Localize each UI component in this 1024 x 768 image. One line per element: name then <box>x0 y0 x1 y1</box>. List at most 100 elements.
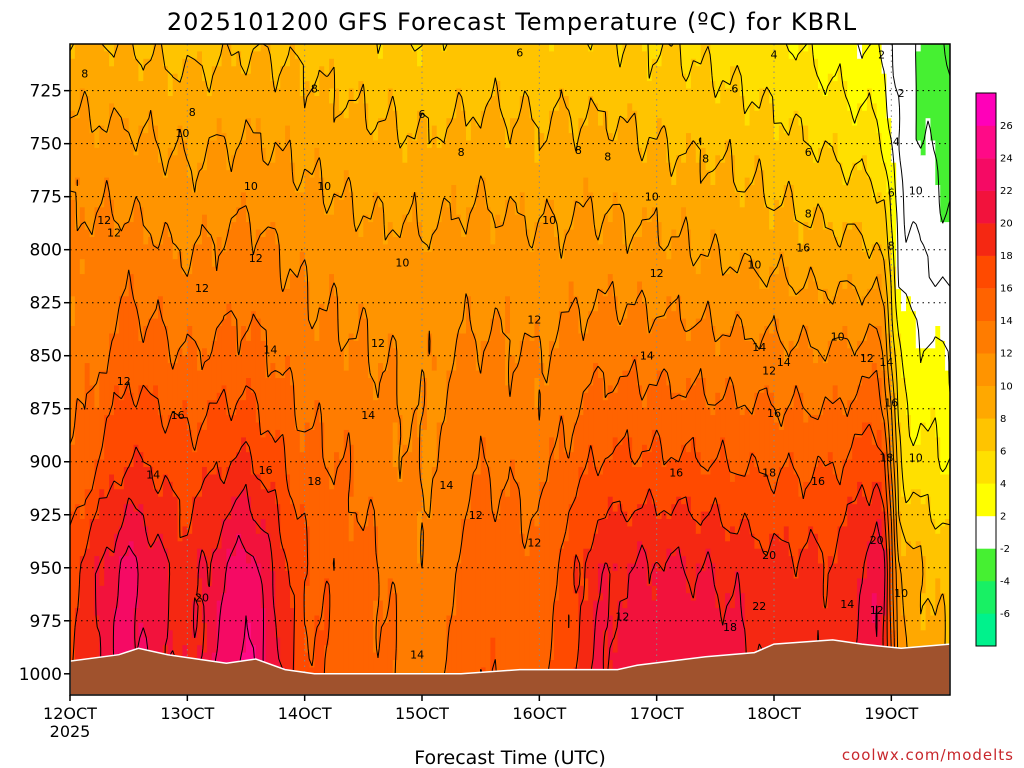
contour-label: 20 <box>870 534 884 547</box>
temperature-cell <box>661 44 668 127</box>
temperature-cell <box>676 237 682 297</box>
temperature-cell <box>866 288 873 327</box>
temperature-cell <box>695 378 702 453</box>
temperature-cell <box>578 118 584 208</box>
temperature-cell <box>211 548 218 654</box>
temperature-cell <box>725 274 731 335</box>
temperature-cell <box>558 548 565 695</box>
temperature-cell <box>754 348 760 394</box>
temperature-cell <box>255 44 262 52</box>
temperature-cell <box>871 593 878 624</box>
temperature-cell <box>837 66 844 164</box>
temperature-cell <box>832 44 839 82</box>
temperature-cell <box>803 51 809 127</box>
temperature-cell <box>642 51 648 164</box>
temperature-cell <box>138 340 144 386</box>
temperature-cell <box>226 519 232 550</box>
temperature-cell <box>475 44 482 127</box>
temperature-cell <box>417 110 423 223</box>
temperature-cell <box>925 496 932 602</box>
credit-link[interactable]: coolwx.com/modelts <box>842 746 1014 764</box>
temperature-cell <box>153 541 159 695</box>
temperature-cell <box>182 140 188 275</box>
temperature-cell <box>148 467 154 550</box>
temperature-cell <box>778 44 785 127</box>
temperature-cell <box>392 237 399 349</box>
temperature-cell <box>925 348 932 431</box>
temperature-cell <box>270 81 276 164</box>
temperature-cell <box>397 147 404 238</box>
temperature-cell <box>822 363 829 401</box>
temperature-cell <box>725 459 731 542</box>
temperature-cell <box>500 489 506 695</box>
colorbar-tick-label: -4 <box>1000 576 1010 587</box>
colorbar-swatch <box>976 93 996 126</box>
temperature-cell <box>138 44 144 82</box>
temperature-cell <box>338 459 345 695</box>
temperature-cell <box>99 44 105 127</box>
temperature-cell <box>852 355 858 401</box>
temperature-cell <box>769 44 775 104</box>
temperature-cell <box>133 44 140 60</box>
temperature-cell <box>901 556 907 617</box>
temperature-cell <box>686 44 692 90</box>
colorbar-tick-label: 24 <box>1000 154 1013 165</box>
temperature-cell <box>319 422 325 631</box>
temperature-cell <box>226 170 232 231</box>
temperature-cell <box>426 251 433 334</box>
temperature-cell <box>495 519 501 695</box>
temperature-cell <box>143 326 149 386</box>
temperature-cell <box>783 133 790 186</box>
temperature-cell <box>314 96 320 149</box>
temperature-cell <box>783 266 790 364</box>
temperature-cell <box>886 548 892 695</box>
temperature-cell <box>162 548 169 646</box>
temperature-cell <box>783 44 790 134</box>
temperature-cell <box>138 452 144 505</box>
temperature-cell <box>373 140 379 194</box>
temperature-cell <box>847 496 853 695</box>
temperature-cell <box>793 348 800 386</box>
temperature-cell <box>554 348 560 461</box>
temperature-cell <box>690 600 697 661</box>
temperature-cell <box>554 44 560 112</box>
temperature-cell <box>681 556 687 695</box>
temperature-cell <box>74 504 81 609</box>
temperature-cell <box>451 370 457 617</box>
temperature-cell <box>118 400 125 490</box>
temperature-cell <box>211 474 218 550</box>
temperature-cell <box>730 608 736 695</box>
temperature-cell <box>607 222 614 275</box>
colorbar-swatch <box>976 418 996 452</box>
colorbar-tick-label: 10 <box>1000 381 1013 392</box>
temperature-cell <box>725 140 731 275</box>
temperature-cell <box>348 496 355 542</box>
temperature-cell <box>373 400 379 527</box>
temperature-cell <box>514 118 521 216</box>
temperature-cell <box>241 400 247 438</box>
temperature-cell <box>862 251 868 297</box>
temperature-cell <box>368 133 374 223</box>
temperature-cell <box>544 44 550 142</box>
temperature-cell <box>280 44 286 67</box>
temperature-cell <box>661 370 668 468</box>
temperature-cell <box>690 326 697 386</box>
temperature-cell <box>744 340 751 409</box>
temperature-cell <box>818 563 824 695</box>
temperature-cell <box>167 44 174 97</box>
temperature-cell <box>387 222 394 334</box>
contour-label: 20 <box>762 549 776 562</box>
temperature-cell <box>871 44 878 104</box>
temperature-cell <box>148 318 154 394</box>
temperature-cell <box>505 44 511 149</box>
contour-label: 6 <box>888 186 895 199</box>
temperature-cell <box>558 88 565 260</box>
temperature-cell <box>319 630 325 695</box>
temperature-cell <box>803 222 809 290</box>
temperature-cell <box>827 303 834 342</box>
temperature-cell <box>505 296 511 334</box>
isotherm-12 <box>70 179 900 691</box>
temperature-cell <box>534 44 540 164</box>
temperature-cell <box>744 519 751 654</box>
temperature-cell <box>759 88 765 171</box>
